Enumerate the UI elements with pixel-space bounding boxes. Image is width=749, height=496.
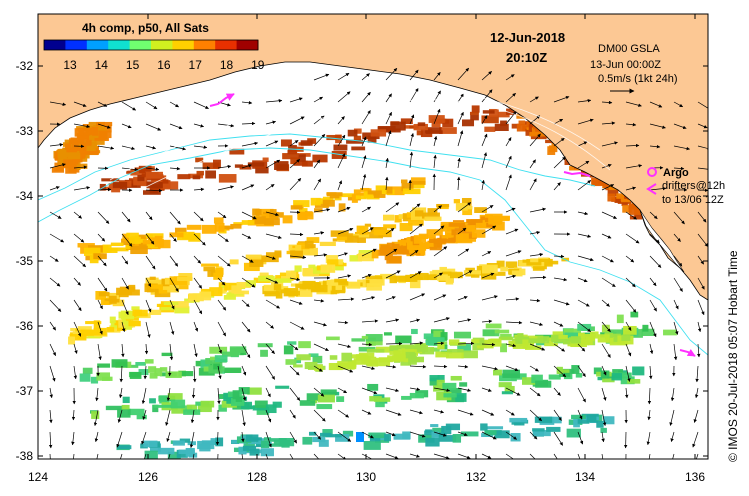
plot-frame (37, 13, 709, 460)
y-tick-label: -38 (16, 449, 34, 463)
x-axis: 124 126 128 130 132 134 136 (28, 14, 705, 484)
drifter-track-1 (209, 93, 235, 107)
x-tick-label: 134 (575, 470, 595, 484)
colorbar-cell (236, 40, 259, 50)
colorbar-cell (129, 40, 152, 50)
drifters-to-label: to 13/06 12Z (662, 194, 724, 206)
y-tick-label: -37 (16, 384, 34, 398)
product-label: DM00 GSLA (598, 43, 660, 55)
colorbar-cell (44, 40, 66, 50)
argo-label: Argo (663, 167, 689, 179)
colorbar-cell (108, 40, 131, 50)
colorbar-tick-label: 13 (63, 58, 77, 72)
colorbar-tick-label: 14 (95, 58, 109, 72)
valid-time-label: 13-Jun 00:00Z (590, 59, 661, 71)
sst-field (51, 100, 677, 459)
colorbar-cell (215, 40, 238, 50)
shelf-contour-inner (38, 133, 596, 201)
scale-label: 0.5m/s (1kt 24h) (598, 73, 677, 85)
colorbar-tick-label: 18 (220, 58, 234, 72)
colorbar-tick-label: 16 (157, 58, 171, 72)
x-tick-label: 136 (685, 470, 705, 484)
shelf-contour-outer (38, 147, 708, 356)
y-tick-label: -34 (16, 189, 34, 203)
credit-label: © IMOS 20-Jul-2018 05:07 Hobart Time (726, 250, 740, 462)
date-label: 12-Jun-2018 (490, 30, 565, 45)
time-label: 20:10Z (506, 50, 547, 65)
x-tick-label: 128 (247, 470, 267, 484)
y-tick-label: -36 (16, 319, 34, 333)
streamlines (109, 86, 611, 191)
drifter-marker-icon (646, 183, 657, 195)
argo-marker-icon (647, 167, 657, 177)
y-tick-label: -32 (16, 59, 34, 73)
colorbar-title: 4h comp, p50, All Sats (82, 21, 209, 35)
colorbar-tick-label: 17 (189, 58, 203, 72)
drifter-track-2 (563, 171, 591, 177)
x-tick-label: 130 (356, 470, 376, 484)
y-tick-label: -33 (16, 124, 34, 138)
colorbar-tick-label: 19 (251, 58, 265, 72)
drifter-track-3 (679, 348, 696, 357)
x-tick-label: 124 (28, 470, 48, 484)
colorbar-scale (44, 40, 259, 50)
land-mass (38, 14, 708, 301)
colorbar-cell (65, 40, 88, 50)
colorbar-cell (193, 40, 216, 50)
legend: Argo drifters@12h to 13/06 12Z (646, 167, 725, 206)
drifters-label: drifters@12h (662, 180, 725, 192)
colorbar-cell (151, 40, 173, 50)
x-tick-label: 126 (138, 470, 158, 484)
colorbar-cell (86, 40, 109, 50)
colorbar: 4h comp, p50, All Sats 13 14 15 16 17 18 19 (43, 21, 265, 72)
colorbar-cell (172, 40, 195, 50)
colorbar-tick-label: 15 (126, 58, 140, 72)
y-tick-label: -35 (16, 254, 34, 268)
x-tick-label: 132 (466, 470, 486, 484)
y-axis: -32 -33 -34 -35 -36 -37 -38 (16, 59, 708, 463)
